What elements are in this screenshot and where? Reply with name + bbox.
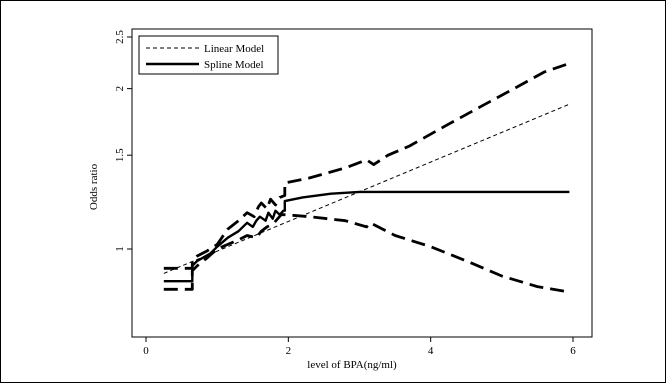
x-tick-label: 4: [428, 345, 434, 357]
series-line-lower-95-ci: [163, 213, 570, 294]
x-tick-label: 6: [570, 345, 576, 357]
y-tick-label: 1: [114, 246, 126, 252]
series-line-spline-model: [163, 190, 570, 283]
y-tick-label: 1.5: [114, 148, 126, 162]
series-layer: [163, 62, 570, 294]
x-tick-label: 0: [143, 345, 149, 357]
y-tick-label: 2: [114, 86, 126, 92]
legend-box: [138, 35, 279, 75]
legend: Linear Model Spline Model: [138, 35, 279, 75]
legend-label: Linear Model: [204, 43, 264, 55]
y-tick-label: 2.5: [114, 30, 126, 44]
legend-label: Spline Model: [204, 59, 264, 71]
plot-frame: [131, 28, 593, 338]
axes: 0 2 4 6 1 1.5 2 2.5: [114, 30, 576, 357]
x-axis-label: level of BPA(ng/ml): [307, 359, 397, 371]
series-line-linear-model: [163, 103, 570, 274]
x-tick-label: 2: [286, 345, 292, 357]
y-axis-label: Odds ratio: [88, 163, 100, 210]
series-line-upper-95-ci: [163, 62, 570, 270]
